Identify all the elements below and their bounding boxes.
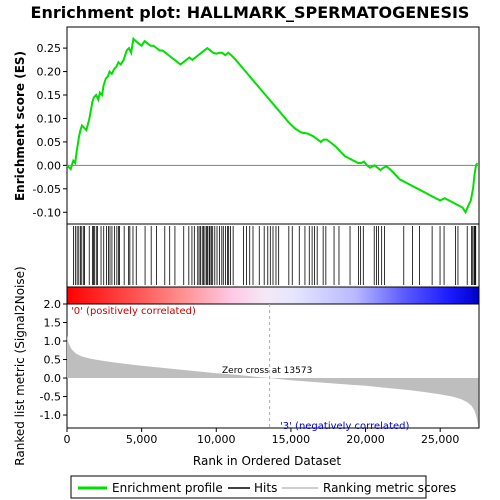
rank-x-axis: 0 5,000 10,000 15,000 20,000 25,000 [64,428,460,446]
rank-x-tick-label: 25,000 [421,433,460,446]
rank-panel: -1.0 -0.5 0.0 0.5 1.0 1.5 2.0 0 5,000 10,000 15,0… [13,266,480,468]
zero-cross-label: Zero cross at 13573 [222,366,312,376]
rank-x-tick-label: 15,000 [272,433,311,446]
heat-bar [66,286,480,305]
hit-markers [73,226,477,285]
negative-correlation-label: '3' (negatively correlated) [280,421,409,432]
es-tick-label: 0.05 [37,136,62,149]
enrichment-profile-line [66,36,479,215]
rank-y-tick-label: 1.5 [44,317,62,330]
es-y-label: Enrichment score (ES) [13,51,27,201]
legend: Enrichment profile Hits Ranking metric s… [70,475,456,499]
es-tick-label: 0.20 [37,66,62,79]
rank-y-label: Ranked list metric (Signal2Noise) [13,266,27,465]
rank-x-tick-label: 20,000 [346,433,385,446]
legend-frame [70,475,427,499]
heat-bar-panel [66,286,480,305]
hits-panel [66,223,480,288]
rank-x-label: Rank in Ordered Dataset [193,454,341,468]
rank-y-axis: -1.0 -0.5 0.0 0.5 1.0 1.5 2.0 [40,298,67,422]
legend-hits-label: Hits [254,481,277,495]
rank-y-tick-label: -1.0 [40,409,61,422]
es-tick-label: -0.10 [33,206,61,219]
ranking-metric-area [67,335,479,427]
rank-y-tick-label: 2.0 [44,298,62,311]
enrichment-panel: -0.10 -0.05 0.00 0.05 0.10 0.15 0.20 0.25 Enric… [13,26,480,225]
rank-x-tick-label: 10,000 [197,433,236,446]
enrichment-frame [66,26,480,225]
es-tick-label: -0.05 [33,183,61,196]
rank-y-tick-label: -0.5 [40,391,61,404]
chart-title: Enrichment plot: HALLMARK_SPERMATOGENESI… [31,3,470,22]
rank-x-tick-label: 0 [64,433,71,446]
rank-y-tick-label: 0.0 [44,372,62,385]
es-tick-label: 0.15 [37,89,62,102]
rank-y-tick-label: 1.0 [44,335,62,348]
es-tick-label: 0.25 [37,42,62,55]
rank-y-tick-label: 0.5 [44,354,62,367]
positive-correlation-label: '0' (positively correlated) [71,306,196,317]
legend-enrichment-label: Enrichment profile [112,481,223,495]
es-tick-label: 0.10 [37,112,62,125]
es-tick-label: 0.00 [37,159,62,172]
legend-metric-label: Ranking metric scores [323,481,456,495]
es-y-axis: -0.10 -0.05 0.00 0.05 0.10 0.15 0.20 0.25 [33,42,67,219]
rank-x-tick-label: 5,000 [126,433,158,446]
